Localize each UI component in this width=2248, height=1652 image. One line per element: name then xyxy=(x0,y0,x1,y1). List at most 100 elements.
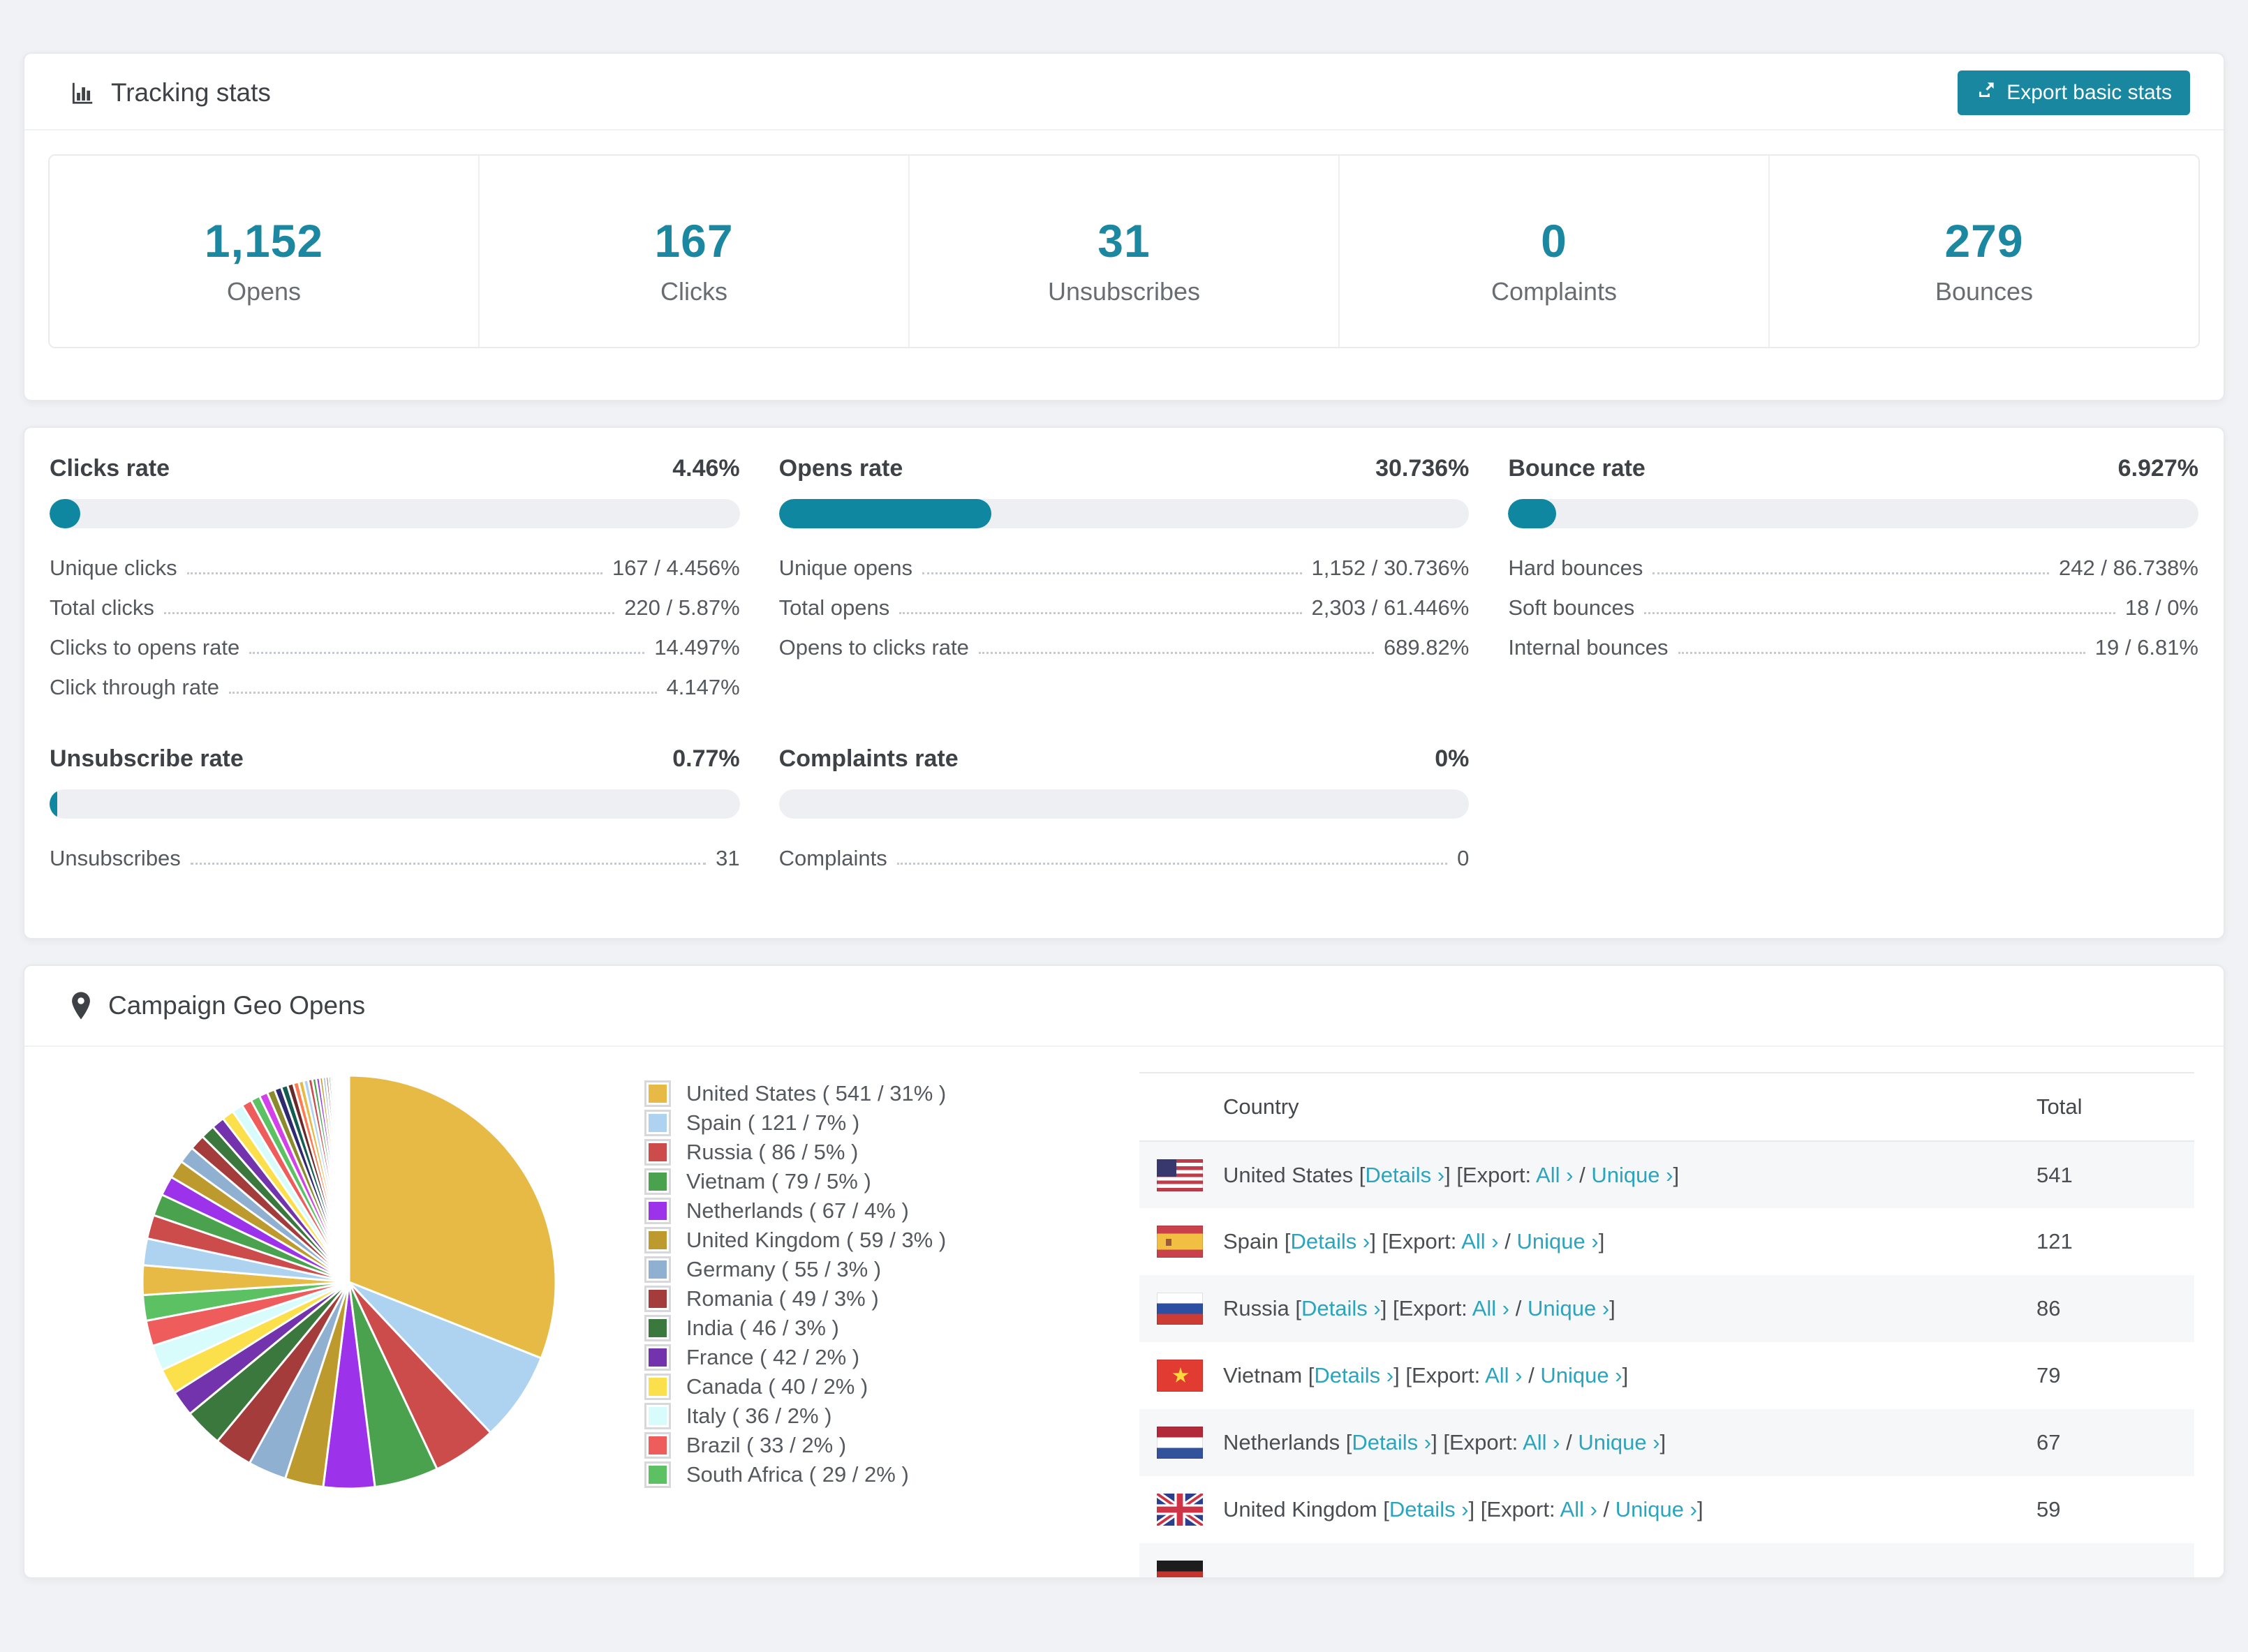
export-all-link[interactable]: All › xyxy=(1472,1296,1510,1320)
summary-stat-unsubscribes: 31 Unsubscribes xyxy=(908,156,1338,347)
export-unique-link[interactable]: Unique › xyxy=(1527,1296,1610,1320)
export-unique-link[interactable]: Unique › xyxy=(1591,1162,1673,1187)
dotted-leader xyxy=(896,863,1448,865)
geo-row-united-states: United States [Details ›] [Export: All ›… xyxy=(1139,1141,2194,1208)
rate-title: Unsubscribe rate xyxy=(50,745,244,772)
legend-label: Netherlands ( 67 / 4% ) xyxy=(686,1198,909,1223)
legend-label: Italy ( 36 / 2% ) xyxy=(686,1404,832,1428)
details-link[interactable]: Details › xyxy=(1365,1162,1445,1187)
progress-fill xyxy=(1508,499,1556,528)
rate-line-label: Click through rate xyxy=(50,675,219,699)
legend-item-vietnam: Vietnam ( 79 / 5% ) xyxy=(644,1167,1119,1196)
legend-label: Germany ( 55 / 3% ) xyxy=(686,1257,882,1281)
rate-line-label: Soft bounces xyxy=(1508,595,1635,620)
geo-title-row: Campaign Geo Opens xyxy=(69,991,2179,1020)
geo-header: Campaign Geo Opens xyxy=(24,966,2224,1047)
stat-label: Unsubscribes xyxy=(1047,277,1201,306)
progress-bar xyxy=(1508,499,2198,528)
rate-line-total-opens: Total opens 2,303 / 61.446% xyxy=(779,596,1470,619)
details-link[interactable]: Details › xyxy=(1301,1296,1381,1320)
details-link[interactable]: Details › xyxy=(1290,1229,1370,1253)
stat-value: 31 xyxy=(1097,215,1151,267)
legend-label: United Kingdom ( 59 / 3% ) xyxy=(686,1228,947,1252)
flag-us xyxy=(1157,1159,1203,1191)
rate-line-unique-clicks: Unique clicks 167 / 4.456% xyxy=(50,556,740,579)
legend-item-italy: Italy ( 36 / 2% ) xyxy=(644,1401,1119,1431)
pie-slice[interactable] xyxy=(348,1281,543,1434)
rate-block-opens-rate: Opens rate 30.736% Unique opens 1,152 / … xyxy=(778,454,1470,699)
legend-item-brazil: Brazil ( 33 / 2% ) xyxy=(644,1431,1119,1460)
export-all-link[interactable]: All › xyxy=(1461,1229,1499,1253)
export-all-link[interactable]: All › xyxy=(1560,1497,1597,1521)
export-unique-link[interactable]: Unique › xyxy=(1540,1363,1622,1387)
details-link[interactable]: Details › xyxy=(1352,1430,1432,1454)
country-name: Spain xyxy=(1223,1229,1279,1253)
rate-line-label: Unique opens xyxy=(778,556,912,580)
rate-line-opens-to-clicks-rate: Opens to clicks rate 689.82% xyxy=(779,636,1470,659)
rate-line-label: Unsubscribes xyxy=(50,846,181,870)
legend-color-chip xyxy=(644,1198,671,1224)
export-all-link[interactable]: All › xyxy=(1536,1162,1574,1187)
legend-item-romania: Romania ( 49 / 3% ) xyxy=(644,1284,1119,1314)
export-unique-link[interactable]: Unique › xyxy=(1615,1497,1697,1521)
total-value: 79 xyxy=(2036,1363,2061,1387)
stat-value: 1,152 xyxy=(204,215,324,267)
country-name: United States xyxy=(1223,1162,1354,1187)
legend-item-united-kingdom: United Kingdom ( 59 / 3% ) xyxy=(644,1226,1119,1255)
bar-chart-icon xyxy=(69,80,96,106)
dotted-leader xyxy=(228,692,657,694)
country-name: Netherlands xyxy=(1223,1430,1340,1454)
legend-color-chip xyxy=(644,1139,671,1166)
rate-title: Clicks rate xyxy=(50,455,170,482)
rate-title: Opens rate xyxy=(778,455,903,482)
geo-title: Campaign Geo Opens xyxy=(108,991,366,1020)
total-value: 121 xyxy=(2036,1229,2073,1253)
geo-table-wrap: Country Total United States [Details ›] [… xyxy=(1139,1072,2194,1577)
rate-value: 4.46% xyxy=(672,455,740,482)
dotted-leader xyxy=(163,612,615,614)
details-link[interactable]: Details › xyxy=(1314,1363,1394,1387)
export-all-link[interactable]: All › xyxy=(1485,1363,1523,1387)
rate-line-value: 19 / 6.81% xyxy=(2094,635,2198,660)
rate-line-total-clicks: Total clicks 220 / 5.87% xyxy=(50,596,740,619)
rate-line-value: 2,303 / 61.446% xyxy=(1311,595,1470,620)
summary-stat-complaints: 0 Complaints xyxy=(1338,156,1768,347)
progress-bar xyxy=(778,499,1470,528)
total-value: 541 xyxy=(2036,1162,2073,1187)
details-link[interactable]: Details › xyxy=(1389,1497,1469,1521)
total-value: 86 xyxy=(2036,1296,2061,1320)
tracking-stats-title: Tracking stats xyxy=(69,78,271,107)
campaign-geo-opens-card: Campaign Geo Opens United States ( 541 /… xyxy=(23,965,2225,1579)
legend-item-russia: Russia ( 86 / 5% ) xyxy=(644,1138,1119,1167)
map-pin-icon xyxy=(69,991,93,1020)
export-all-link[interactable]: All › xyxy=(1523,1430,1560,1454)
dotted-leader xyxy=(190,863,707,865)
rate-line-internal-bounces: Internal bounces 19 / 6.81% xyxy=(1508,636,2198,659)
legend-item-united-states: United States ( 541 / 31% ) xyxy=(644,1079,1119,1108)
rate-line-value: 689.82% xyxy=(1383,635,1470,660)
progress-fill xyxy=(50,499,81,528)
export-unique-link[interactable]: Unique › xyxy=(1578,1430,1660,1454)
country-name: United Kingdom xyxy=(1223,1497,1377,1521)
rate-line-click-through-rate: Click through rate 4.147% xyxy=(50,676,740,699)
rate-value: 0% xyxy=(1435,745,1470,772)
export-basic-stats-button[interactable]: Export basic stats xyxy=(1958,70,2190,115)
export-unique-link[interactable]: Unique › xyxy=(1516,1229,1599,1253)
pie-slice[interactable] xyxy=(347,1074,350,1283)
flag-gb xyxy=(1157,1494,1203,1526)
legend-label: Romania ( 49 / 3% ) xyxy=(686,1286,879,1311)
stat-label: Opens xyxy=(226,277,302,306)
rate-value: 30.736% xyxy=(1375,455,1470,482)
pie-slice[interactable] xyxy=(348,1074,557,1360)
dotted-leader xyxy=(186,572,602,574)
legend-item-spain: Spain ( 121 / 7% ) xyxy=(644,1108,1119,1138)
rate-line-label: Internal bounces xyxy=(1508,635,1669,660)
legend-color-chip xyxy=(644,1286,671,1312)
rate-line-unsubscribes: Unsubscribes 31 xyxy=(50,847,740,870)
rate-line-value: 167 / 4.456% xyxy=(612,556,740,580)
legend-label: France ( 42 / 2% ) xyxy=(686,1345,860,1369)
rate-line-value: 0 xyxy=(1457,846,1470,870)
rate-line-label: Complaints xyxy=(778,846,887,870)
total-value: 59 xyxy=(2036,1497,2061,1521)
geo-pie-chart[interactable] xyxy=(139,1072,559,1492)
